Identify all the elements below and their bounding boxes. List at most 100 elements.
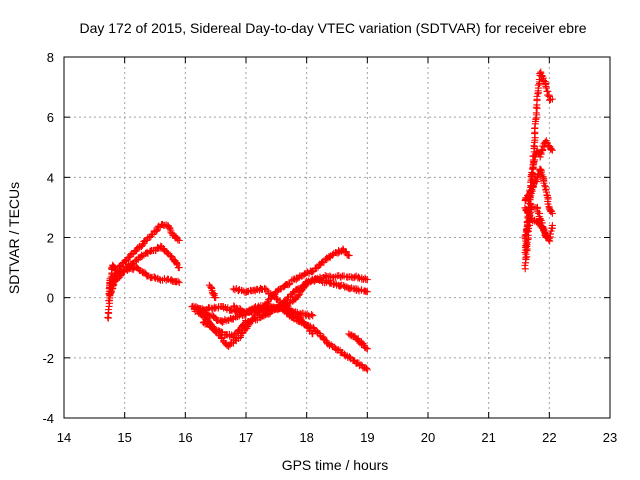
data-point: [269, 291, 277, 299]
data-point: [175, 237, 183, 245]
data-point: [525, 215, 533, 223]
data-point: [175, 264, 183, 272]
data-point: [104, 306, 112, 314]
data-point: [106, 275, 114, 283]
y-tick-label: -4: [42, 411, 54, 426]
x-tick-label: 21: [481, 430, 495, 445]
data-point: [363, 366, 371, 374]
data-point: [363, 276, 371, 284]
data-point: [312, 264, 320, 272]
data-point: [359, 339, 367, 347]
data-point: [538, 72, 546, 80]
x-tick-label: 18: [299, 430, 313, 445]
data-point: [174, 277, 182, 285]
data-point: [308, 311, 316, 319]
x-tick-label: 19: [360, 430, 374, 445]
data-point: [303, 279, 311, 287]
data-point: [347, 284, 355, 292]
data-point: [540, 227, 548, 235]
chart-title: Day 172 of 2015, Sidereal Day-to-day VTE…: [79, 20, 586, 36]
data-points: [104, 68, 556, 374]
y-tick-label: -2: [42, 351, 54, 366]
data-point: [526, 210, 534, 218]
data-point: [138, 241, 146, 249]
data-point: [172, 233, 180, 241]
data-point: [150, 273, 158, 281]
y-tick-label: 6: [47, 110, 54, 125]
series-arc-3c: [521, 165, 556, 217]
data-point: [534, 172, 542, 180]
data-point: [548, 209, 556, 217]
data-point: [531, 156, 539, 164]
x-tick-label: 22: [542, 430, 556, 445]
x-tick-labels: 14 15 16 17 18 19 20 21 22 23: [57, 430, 617, 445]
data-point: [526, 208, 534, 216]
x-tick-label: 14: [57, 430, 71, 445]
grid-lines: [64, 57, 610, 418]
y-tick-label: 0: [47, 291, 54, 306]
data-point: [541, 182, 549, 190]
x-tick-label: 20: [421, 430, 435, 445]
x-tick-label: 15: [117, 430, 131, 445]
series-arc-2f: [229, 284, 317, 338]
x-tick-label: 23: [603, 430, 617, 445]
data-point: [363, 288, 371, 296]
data-point: [521, 232, 529, 240]
series-arc-3e: [521, 203, 550, 242]
y-tick-labels: -4 -2 0 2 4 6 8: [42, 50, 54, 426]
data-point: [221, 315, 229, 323]
data-point: [111, 264, 119, 272]
y-tick-label: 8: [47, 50, 54, 65]
series-arc-1d: [104, 261, 120, 322]
data-point: [240, 320, 248, 328]
data-point: [321, 271, 329, 279]
data-point: [536, 215, 544, 223]
series-arc-2g: [345, 330, 371, 353]
data-point: [308, 268, 316, 276]
data-point: [289, 289, 297, 297]
data-point: [212, 294, 220, 302]
data-point: [207, 283, 215, 291]
data-point: [342, 248, 350, 256]
series-arc-2h: [205, 281, 220, 302]
data-point: [257, 313, 265, 321]
y-tick-label: 2: [47, 231, 54, 246]
data-point: [168, 276, 176, 284]
data-point: [530, 142, 538, 150]
data-point: [175, 279, 183, 287]
data-point: [326, 272, 334, 280]
x-tick-label: 16: [178, 430, 192, 445]
data-point: [122, 257, 130, 265]
data-point: [547, 145, 555, 153]
data-point: [238, 322, 246, 330]
data-point: [548, 95, 556, 103]
data-point: [107, 273, 115, 281]
data-point: [295, 291, 303, 299]
data-point: [548, 221, 556, 229]
x-axis-label: GPS time / hours: [282, 457, 389, 473]
data-point: [542, 234, 550, 241]
tick-marks: [63, 56, 611, 419]
data-point: [340, 282, 348, 290]
data-point: [542, 84, 550, 92]
data-point: [523, 225, 531, 233]
data-point: [354, 273, 362, 281]
data-point: [539, 224, 547, 232]
data-point: [548, 146, 556, 154]
data-point: [345, 252, 353, 260]
series-arc-2e: [230, 302, 371, 374]
data-point: [250, 314, 258, 322]
data-point: [284, 281, 292, 289]
data-point: [289, 313, 297, 321]
data-point: [534, 81, 542, 89]
data-point: [325, 252, 333, 260]
data-point: [174, 236, 182, 244]
data-point: [363, 364, 371, 372]
data-point: [528, 168, 536, 176]
data-point: [545, 234, 553, 242]
data-point: [112, 267, 120, 275]
y-axis-label: SDTVAR / TECUs: [6, 182, 22, 294]
data-point: [126, 251, 134, 259]
